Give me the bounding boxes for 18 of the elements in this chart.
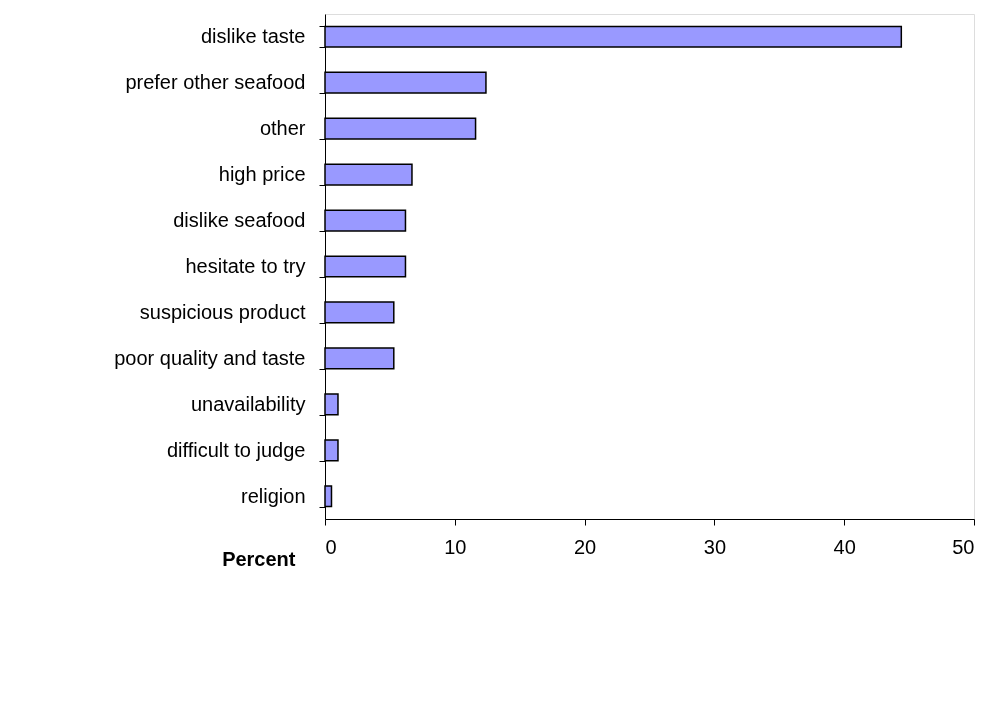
y-tick-label: difficult to judge xyxy=(166,438,306,461)
y-tick-label: prefer other seafood xyxy=(125,71,306,94)
x-axis-title: Percent xyxy=(222,547,296,570)
x-tick-label: 0 xyxy=(325,535,337,558)
y-tick-label: religion xyxy=(241,484,306,507)
y-tick-label: other xyxy=(259,117,306,140)
x-tick-label: 40 xyxy=(833,535,856,558)
y-tick-label: suspicious product xyxy=(139,300,306,323)
y-tick-label: dislike taste xyxy=(201,25,306,48)
y-tick-label: high price xyxy=(218,163,306,186)
y-tick-label: dislike seafood xyxy=(173,209,306,232)
x-tick-label: 10 xyxy=(444,535,467,558)
y-tick-label: poor quality and taste xyxy=(114,346,306,369)
x-tick-label: 30 xyxy=(703,535,727,558)
x-tick-label: 50 xyxy=(952,535,975,558)
x-tick-label: 20 xyxy=(573,535,597,558)
y-tick-label: hesitate to try xyxy=(185,255,306,277)
y-tick-label: unavailability xyxy=(190,392,306,415)
